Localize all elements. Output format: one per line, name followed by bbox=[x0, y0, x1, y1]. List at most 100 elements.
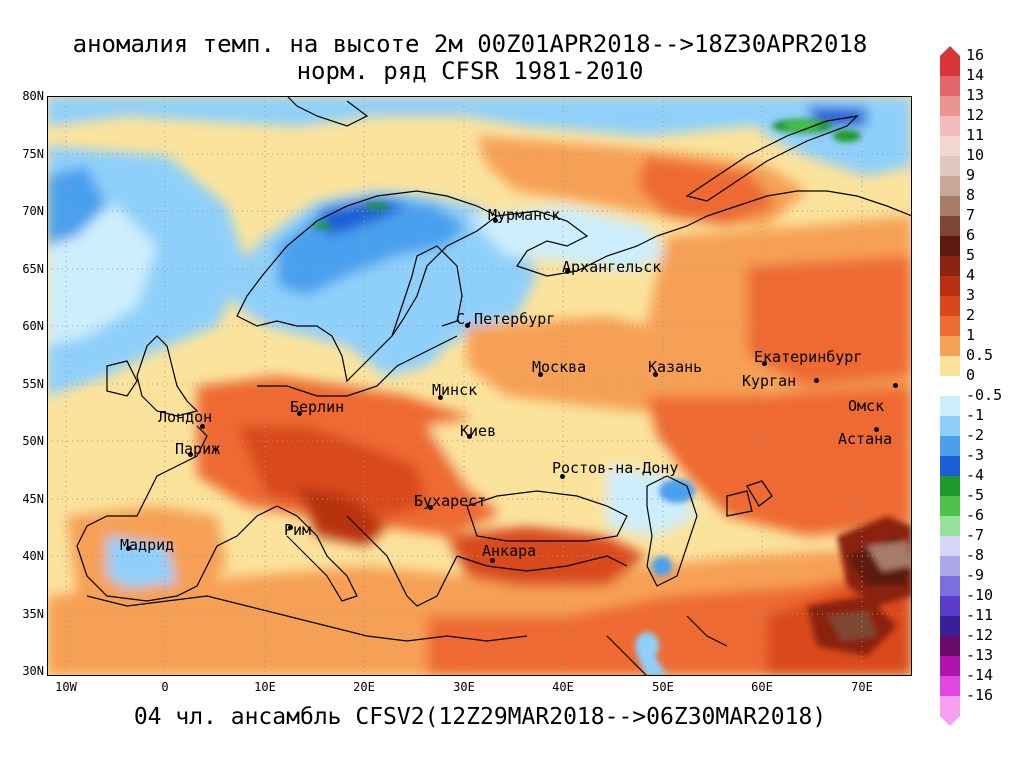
city-label-berlin: Берлин bbox=[290, 398, 345, 416]
colorbar-label: 16 bbox=[966, 46, 985, 64]
colorbar-swatch bbox=[940, 116, 960, 137]
city-label-spb: С.Петербург bbox=[456, 310, 556, 328]
colorbar-label: 3 bbox=[966, 286, 976, 304]
colorbar-swatch bbox=[940, 336, 960, 357]
city-label-murmansk: Мурманск bbox=[488, 206, 561, 224]
city-label-kazan: Казань bbox=[648, 358, 703, 376]
colorbar-label: 14 bbox=[966, 66, 985, 84]
city-label-rome: Рим bbox=[284, 521, 312, 539]
city-label-arkhangelsk: Архангельск bbox=[562, 258, 662, 276]
colorbar-swatch bbox=[940, 96, 960, 117]
colorbar-swatch bbox=[940, 596, 960, 617]
colorbar-label: 5 bbox=[966, 246, 976, 264]
colorbar-swatch bbox=[940, 436, 960, 457]
city-label-rostov: Ростов-на-Дону bbox=[552, 459, 679, 477]
colorbar-swatch bbox=[940, 276, 960, 297]
colorbar-swatch bbox=[940, 616, 960, 637]
run-info-footer: 04 чл. ансамбль CFSV2(12Z29MAR2018-->06Z… bbox=[133, 704, 827, 730]
city-label-kiev: Киев bbox=[460, 422, 497, 440]
colorbar-swatch bbox=[940, 316, 960, 337]
colorbar-swatch bbox=[940, 376, 960, 397]
colorbar-label: -3 bbox=[966, 446, 985, 464]
city-dot-kurgan bbox=[814, 378, 819, 383]
lat-label-80n: 80N bbox=[22, 89, 44, 103]
lon-label-0: 0 bbox=[161, 680, 169, 694]
colorbar-swatch bbox=[940, 676, 960, 697]
colorbar-label: 12 bbox=[966, 106, 985, 124]
lon-label-10e: 10E bbox=[254, 680, 276, 694]
anomaly-field-hotspots bbox=[312, 119, 912, 676]
city-label-moscow: Москва bbox=[532, 358, 587, 376]
colorbar-label: 11 bbox=[966, 126, 985, 144]
city-dot-bucharest bbox=[428, 505, 433, 510]
city-dot-rome bbox=[288, 525, 293, 530]
city-label-bucharest: Бухарест bbox=[414, 492, 487, 510]
city-label-paris: Париж bbox=[175, 440, 221, 458]
colorbar-label: -1 bbox=[966, 406, 985, 424]
lon-label-70e: 70E bbox=[851, 680, 873, 694]
colorbar-swatch bbox=[940, 496, 960, 517]
lat-label-35n: 35N bbox=[22, 607, 44, 621]
city-dot-berlin bbox=[297, 411, 302, 416]
colorbar-swatch bbox=[940, 56, 960, 77]
lon-label-40e: 40E bbox=[552, 680, 574, 694]
colorbar-swatch bbox=[940, 296, 960, 317]
colorbar-swatch bbox=[940, 636, 960, 657]
colorbar-swatch bbox=[940, 516, 960, 537]
city-label-kurgan: Курган bbox=[742, 372, 797, 390]
lat-label-30n: 30N bbox=[22, 664, 44, 678]
colorbar-label: 7 bbox=[966, 206, 976, 224]
city-dot-rostov bbox=[560, 474, 565, 479]
lat-label-55n: 55N bbox=[22, 377, 44, 391]
city-dot-spb bbox=[465, 323, 470, 328]
colorbar bbox=[940, 46, 960, 726]
colorbar-label: 10 bbox=[966, 146, 985, 164]
lon-label-10w: 10W bbox=[55, 680, 77, 694]
colorbar-label: -10 bbox=[966, 586, 994, 604]
colorbar-swatch bbox=[940, 76, 960, 97]
colorbar-label: -5 bbox=[966, 486, 985, 504]
lat-label-60n: 60N bbox=[22, 319, 44, 333]
lat-label-45n: 45N bbox=[22, 492, 44, 506]
colorbar-label: -9 bbox=[966, 566, 985, 584]
colorbar-swatch bbox=[940, 556, 960, 577]
colorbar-swatch bbox=[940, 456, 960, 477]
colorbar-swatch bbox=[940, 236, 960, 257]
colorbar-label: 6 bbox=[966, 226, 976, 244]
colorbar-swatch bbox=[940, 576, 960, 597]
lon-label-30e: 30E bbox=[453, 680, 475, 694]
colorbar-label: -13 bbox=[966, 646, 994, 664]
city-dot-london bbox=[200, 424, 205, 429]
colorbar-label: 9 bbox=[966, 166, 976, 184]
lat-label-50n: 50N bbox=[22, 434, 44, 448]
colorbar-swatch bbox=[940, 356, 960, 377]
colorbar-label: 4 bbox=[966, 266, 976, 284]
colorbar-swatch bbox=[940, 396, 960, 417]
colorbar-label: 2 bbox=[966, 306, 976, 324]
temperature-anomaly-map bbox=[47, 96, 912, 676]
city-dot-omsk bbox=[893, 383, 898, 388]
lat-label-40n: 40N bbox=[22, 549, 44, 563]
colorbar-swatch bbox=[940, 696, 960, 717]
colorbar-swatch bbox=[940, 216, 960, 237]
city-dot-kiev bbox=[467, 434, 472, 439]
city-dot-ankara bbox=[490, 558, 495, 563]
colorbar-label: -8 bbox=[966, 546, 985, 564]
colorbar-label: -2 bbox=[966, 426, 985, 444]
colorbar-label: -7 bbox=[966, 526, 985, 544]
city-dot-minsk bbox=[438, 395, 443, 400]
map-title-line1: аномалия темп. на высоте 2м 00Z01APR2018… bbox=[72, 30, 868, 58]
map-title-line2: норм. ряд CFSR 1981-2010 bbox=[296, 57, 644, 85]
colorbar-label: -16 bbox=[966, 686, 994, 704]
city-dot-moscow bbox=[538, 372, 543, 377]
city-label-minsk: Минск bbox=[432, 381, 478, 399]
city-label-omsk: Омск bbox=[848, 397, 885, 415]
colorbar-label: -6 bbox=[966, 506, 985, 524]
colorbar-swatch bbox=[940, 536, 960, 557]
colorbar-label: 0 bbox=[966, 366, 976, 384]
city-dot-kazan bbox=[653, 372, 658, 377]
city-dot-madrid bbox=[126, 546, 131, 551]
city-dot-arkhangelsk bbox=[565, 269, 570, 274]
city-label-london: Лондон bbox=[158, 408, 213, 426]
city-label-yekaterinburg: Екатеринбург bbox=[754, 348, 863, 366]
